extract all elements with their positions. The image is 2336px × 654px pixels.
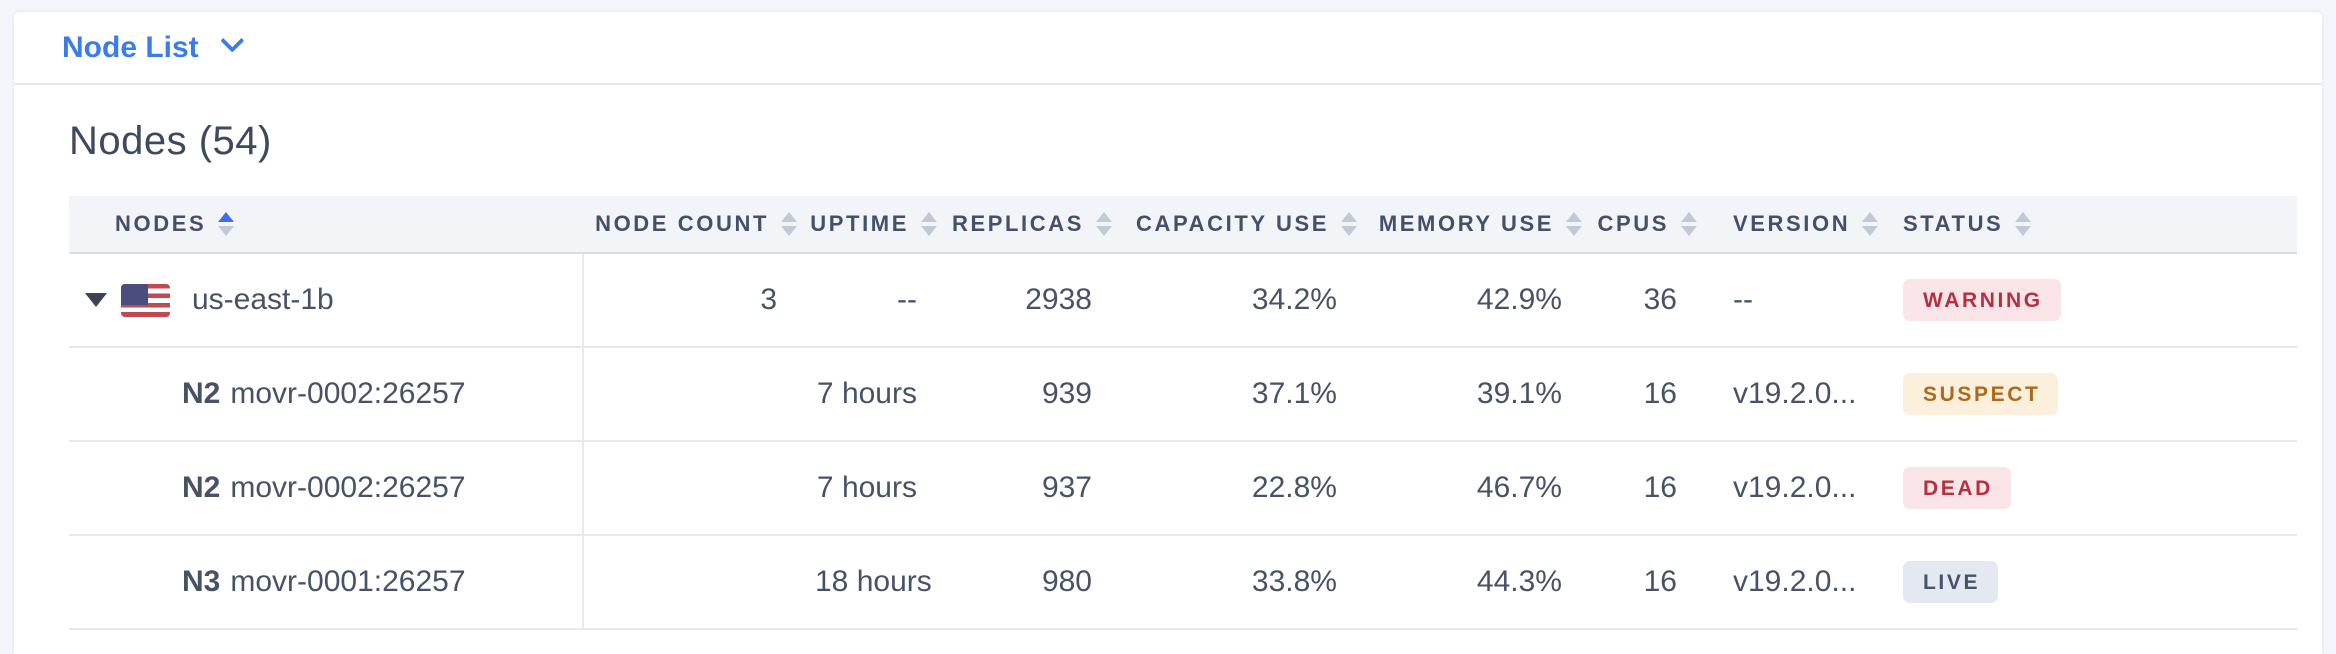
node-id: N2 (182, 377, 221, 410)
region-name: us-east-1b (192, 283, 334, 316)
collapse-caret-icon[interactable] (85, 293, 107, 307)
cpus-cell: 16 (1600, 535, 1715, 630)
column-header-replicas[interactable]: REPLICAS (951, 196, 1130, 254)
memory-use-cell: 42.9% (1375, 253, 1600, 348)
node-row[interactable]: N2 movr-0002:26257 7 hours 937 22.8% 46.7… (69, 441, 2297, 536)
column-header-status[interactable]: STATUS (1885, 196, 2297, 254)
replicas-cell: 980 (955, 535, 1130, 630)
column-header-memory-use[interactable]: MEMORY USE (1375, 196, 1600, 254)
uptime-cell: -- (815, 253, 955, 348)
status-badge: LIVE (1903, 561, 1999, 603)
node-count-cell (583, 347, 815, 442)
uptime-cell: 7 hours (815, 347, 955, 442)
cpus-cell: 16 (1600, 347, 1715, 442)
column-label: NODES (115, 211, 207, 236)
column-label: STATUS (1903, 211, 2004, 236)
node-address: movr-0002:26257 (230, 471, 466, 504)
capacity-use-cell: 33.8% (1130, 535, 1375, 630)
column-header-nodes[interactable]: NODES (69, 196, 583, 254)
node-id: N3 (182, 565, 221, 598)
node-address: movr-0002:26257 (230, 377, 466, 410)
node-address: movr-0001:26257 (230, 565, 466, 598)
replicas-cell: 937 (955, 441, 1130, 536)
chevron-down-icon (219, 28, 245, 53)
column-label: REPLICAS (951, 211, 1084, 236)
replicas-cell: 939 (955, 347, 1130, 442)
region-row[interactable]: us-east-1b 3 -- 2938 34.2% 42.9% 36 -- W… (69, 253, 2297, 348)
nodes-table: NODES NODE COUNT UPTIME REPLICAS (69, 196, 2297, 630)
nodes-content: Nodes (54) NODES NODE COUNT (14, 85, 2322, 630)
version-cell: v19.2.0... (1715, 441, 1885, 536)
version-cell: v19.2.0... (1715, 535, 1885, 630)
view-switcher-label: Node List (62, 30, 199, 64)
cpus-cell: 16 (1600, 441, 1715, 536)
view-switcher-dropdown[interactable]: Node List (62, 28, 245, 65)
sort-icon (218, 212, 235, 236)
column-label: VERSION (1733, 211, 1851, 236)
column-header-capacity-use[interactable]: CAPACITY USE (1130, 196, 1375, 254)
memory-use-cell: 44.3% (1375, 535, 1600, 630)
capacity-use-cell: 22.8% (1130, 441, 1375, 536)
sort-icon (1681, 212, 1697, 236)
sort-icon (1862, 212, 1879, 236)
column-header-version[interactable]: VERSION (1715, 196, 1885, 254)
column-header-cpus[interactable]: CPUS (1597, 196, 1715, 254)
column-label: NODE COUNT (595, 211, 769, 236)
node-row[interactable]: N2 movr-0002:26257 7 hours 939 37.1% 39.1… (69, 347, 2297, 442)
sort-icon (1341, 212, 1357, 236)
memory-use-cell: 46.7% (1375, 441, 1600, 536)
cpus-cell: 36 (1600, 253, 1715, 348)
view-switcher-strip: Node List (14, 12, 2322, 85)
memory-use-cell: 39.1% (1375, 347, 1600, 442)
table-header-row: NODES NODE COUNT UPTIME REPLICAS (69, 196, 2297, 254)
sort-icon (781, 212, 797, 236)
capacity-use-cell: 34.2% (1130, 253, 1375, 348)
uptime-cell: 7 hours (815, 441, 955, 536)
node-count-cell (583, 535, 815, 630)
node-row[interactable]: N3 movr-0001:26257 18 hours 980 33.8% 44.… (69, 535, 2297, 630)
capacity-use-cell: 37.1% (1130, 347, 1375, 442)
status-badge: WARNING (1903, 279, 2061, 321)
node-count-cell (583, 441, 815, 536)
column-label: UPTIME (810, 211, 909, 236)
status-badge: DEAD (1903, 467, 2011, 509)
sort-icon (1096, 212, 1112, 236)
column-header-uptime[interactable]: UPTIME (810, 196, 955, 254)
sort-icon (1566, 212, 1582, 236)
status-badge: SUSPECT (1903, 373, 2059, 415)
version-cell: -- (1715, 253, 1885, 348)
column-label: CAPACITY USE (1136, 211, 1329, 236)
node-list-card: Node List Nodes (54) NODES NODE COUNT (14, 12, 2322, 654)
node-count-cell: 3 (583, 253, 815, 348)
node-id: N2 (182, 471, 221, 504)
column-label: MEMORY USE (1378, 211, 1554, 236)
sort-icon (2015, 212, 2032, 236)
us-flag-icon (121, 283, 170, 317)
sort-icon (921, 212, 937, 236)
replicas-cell: 2938 (955, 253, 1130, 348)
version-cell: v19.2.0... (1715, 347, 1885, 442)
column-header-node-count[interactable]: NODE COUNT (583, 196, 815, 254)
uptime-cell: 18 hours (815, 535, 955, 630)
column-label: CPUS (1597, 211, 1669, 236)
page-title: Nodes (54) (69, 119, 272, 163)
